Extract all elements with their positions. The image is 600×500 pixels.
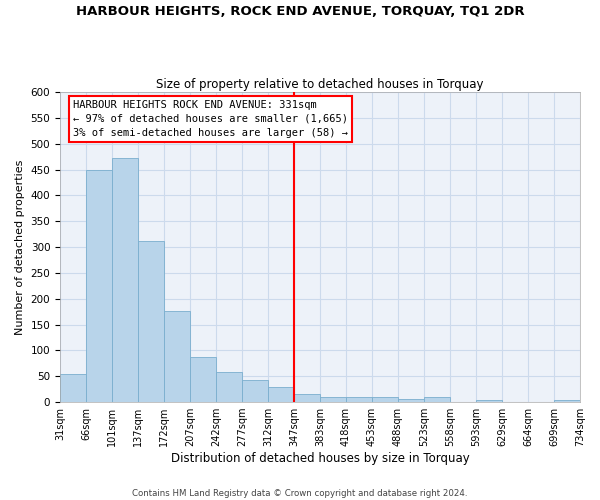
Bar xyxy=(554,400,580,402)
Bar xyxy=(346,397,372,402)
Y-axis label: Number of detached properties: Number of detached properties xyxy=(15,160,25,335)
Bar xyxy=(242,380,268,402)
Bar xyxy=(372,397,398,402)
Text: Contains HM Land Registry data © Crown copyright and database right 2024.: Contains HM Land Registry data © Crown c… xyxy=(132,488,468,498)
Bar xyxy=(268,386,294,402)
Bar xyxy=(216,372,242,402)
Bar xyxy=(138,242,164,402)
Bar xyxy=(398,399,424,402)
Bar xyxy=(424,398,450,402)
Text: HARBOUR HEIGHTS ROCK END AVENUE: 331sqm
← 97% of detached houses are smaller (1,: HARBOUR HEIGHTS ROCK END AVENUE: 331sqm … xyxy=(73,100,348,138)
Bar xyxy=(60,374,86,402)
Bar xyxy=(476,400,502,402)
Text: HARBOUR HEIGHTS, ROCK END AVENUE, TORQUAY, TQ1 2DR: HARBOUR HEIGHTS, ROCK END AVENUE, TORQUA… xyxy=(76,5,524,18)
Bar xyxy=(164,311,190,402)
Bar xyxy=(294,394,320,402)
Bar xyxy=(320,397,346,402)
Title: Size of property relative to detached houses in Torquay: Size of property relative to detached ho… xyxy=(156,78,484,91)
Bar xyxy=(112,158,138,402)
Bar xyxy=(190,356,216,402)
Bar xyxy=(86,170,112,402)
X-axis label: Distribution of detached houses by size in Torquay: Distribution of detached houses by size … xyxy=(170,452,469,465)
